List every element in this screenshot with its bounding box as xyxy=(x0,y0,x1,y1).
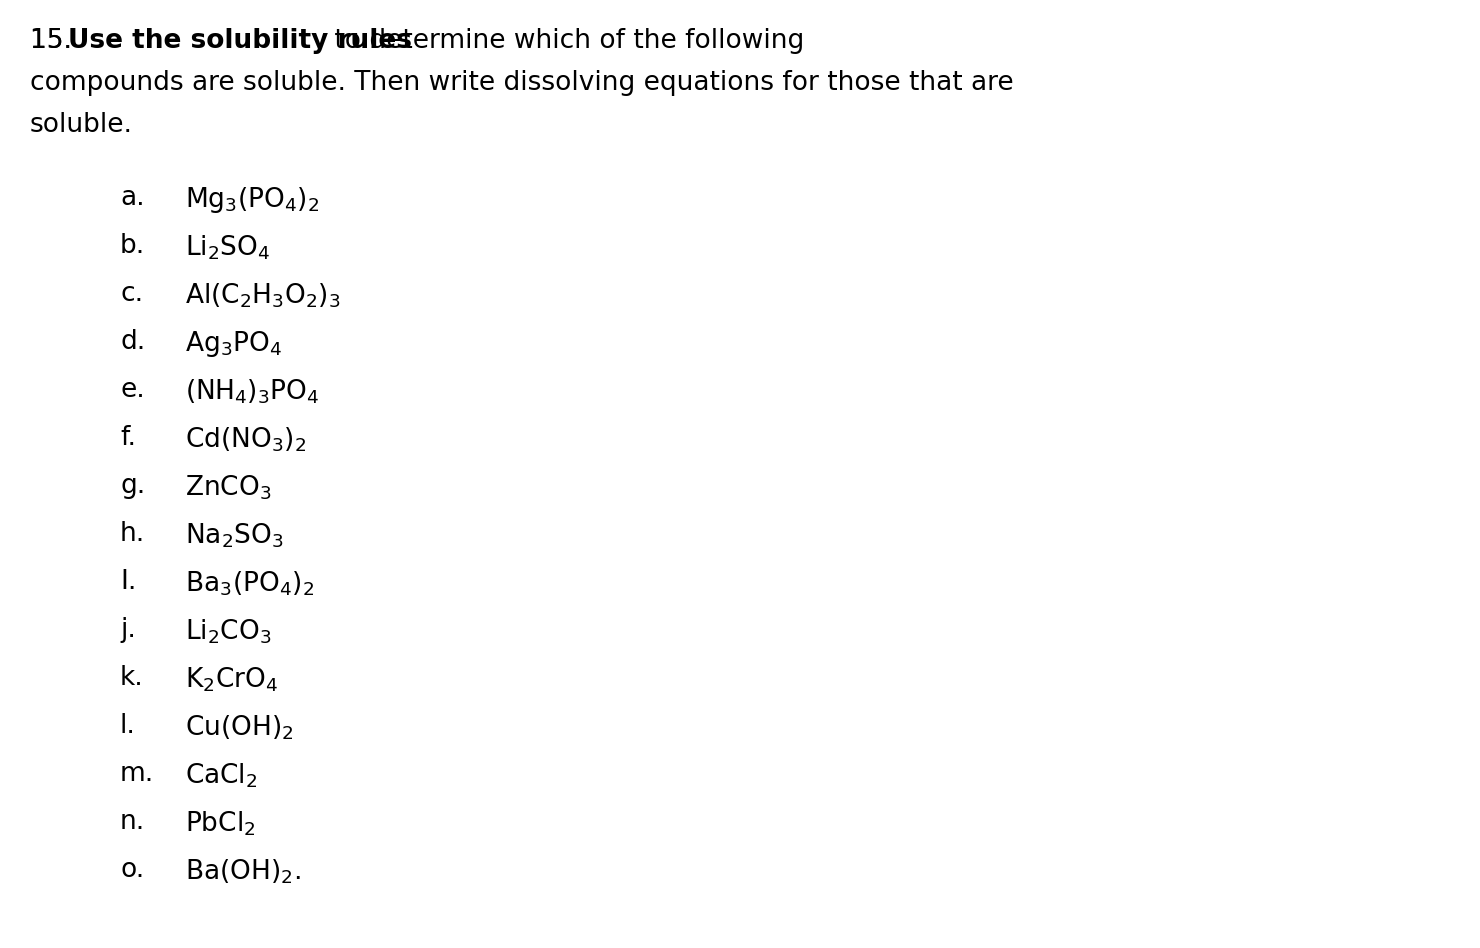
Text: K$_{2}$CrO$_{4}$: K$_{2}$CrO$_{4}$ xyxy=(185,665,278,694)
Text: Mg$_{3}$(PO$_{4}$)$_{2}$: Mg$_{3}$(PO$_{4}$)$_{2}$ xyxy=(185,185,320,215)
Text: d.: d. xyxy=(120,329,145,355)
Text: Use the solubility rules: Use the solubility rules xyxy=(68,28,411,54)
Text: Cd(NO$_{3}$)$_{2}$: Cd(NO$_{3}$)$_{2}$ xyxy=(185,425,306,453)
Text: Al(C$_{2}$H$_{3}$O$_{2}$)$_{3}$: Al(C$_{2}$H$_{3}$O$_{2}$)$_{3}$ xyxy=(185,281,340,309)
Text: g.: g. xyxy=(120,473,145,499)
Text: PbCl$_{2}$: PbCl$_{2}$ xyxy=(185,809,256,837)
Text: n.: n. xyxy=(120,809,145,835)
Text: Ba(OH)$_{2}$.: Ba(OH)$_{2}$. xyxy=(185,857,300,885)
Text: h.: h. xyxy=(120,521,145,547)
Text: f.: f. xyxy=(120,425,136,451)
Text: 15.: 15. xyxy=(30,28,80,54)
Text: CaCl$_{2}$: CaCl$_{2}$ xyxy=(185,761,258,790)
Text: b.: b. xyxy=(120,233,145,259)
Text: e.: e. xyxy=(120,377,145,403)
Text: compounds are soluble. Then write dissolving equations for those that are: compounds are soluble. Then write dissol… xyxy=(30,70,1014,96)
Text: Ag$_{3}$PO$_{4}$: Ag$_{3}$PO$_{4}$ xyxy=(185,329,283,359)
Text: (NH$_{4}$)$_{3}$PO$_{4}$: (NH$_{4}$)$_{3}$PO$_{4}$ xyxy=(185,377,320,406)
Text: Li$_{2}$CO$_{3}$: Li$_{2}$CO$_{3}$ xyxy=(185,617,271,646)
Text: Li$_{2}$SO$_{4}$: Li$_{2}$SO$_{4}$ xyxy=(185,233,271,262)
Text: to determine which of the following: to determine which of the following xyxy=(326,28,804,54)
Text: I.: I. xyxy=(120,569,136,595)
Text: a.: a. xyxy=(120,185,145,211)
Text: ZnCO$_{3}$: ZnCO$_{3}$ xyxy=(185,473,271,501)
Text: 15.: 15. xyxy=(30,28,80,54)
Text: l.: l. xyxy=(120,713,136,739)
Text: c.: c. xyxy=(120,281,144,307)
Text: soluble.: soluble. xyxy=(30,112,133,138)
Text: Cu(OH)$_{2}$: Cu(OH)$_{2}$ xyxy=(185,713,293,741)
Text: j.: j. xyxy=(120,617,136,643)
Text: k.: k. xyxy=(120,665,144,691)
Text: Ba$_{3}$(PO$_{4}$)$_{2}$: Ba$_{3}$(PO$_{4}$)$_{2}$ xyxy=(185,569,314,597)
Text: o.: o. xyxy=(120,857,144,883)
Text: m.: m. xyxy=(120,761,154,787)
Text: Na$_{2}$SO$_{3}$: Na$_{2}$SO$_{3}$ xyxy=(185,521,284,550)
